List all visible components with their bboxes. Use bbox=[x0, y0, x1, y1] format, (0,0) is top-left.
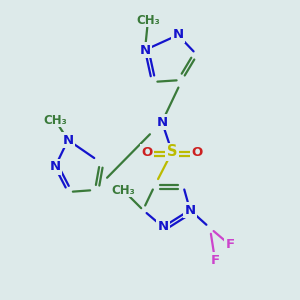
Text: N: N bbox=[172, 28, 184, 41]
Text: CH₃: CH₃ bbox=[136, 14, 160, 26]
Text: S: S bbox=[167, 145, 177, 160]
Text: CH₃: CH₃ bbox=[43, 113, 67, 127]
Text: N: N bbox=[158, 220, 169, 233]
Text: O: O bbox=[191, 146, 203, 158]
Text: N: N bbox=[50, 160, 61, 173]
Text: O: O bbox=[141, 146, 153, 158]
Text: N: N bbox=[184, 203, 196, 217]
Text: N: N bbox=[140, 44, 151, 56]
Text: CH₃: CH₃ bbox=[111, 184, 135, 196]
Text: N: N bbox=[62, 134, 74, 146]
Text: F: F bbox=[225, 238, 235, 251]
Text: F: F bbox=[210, 254, 220, 266]
Text: N: N bbox=[156, 116, 168, 128]
